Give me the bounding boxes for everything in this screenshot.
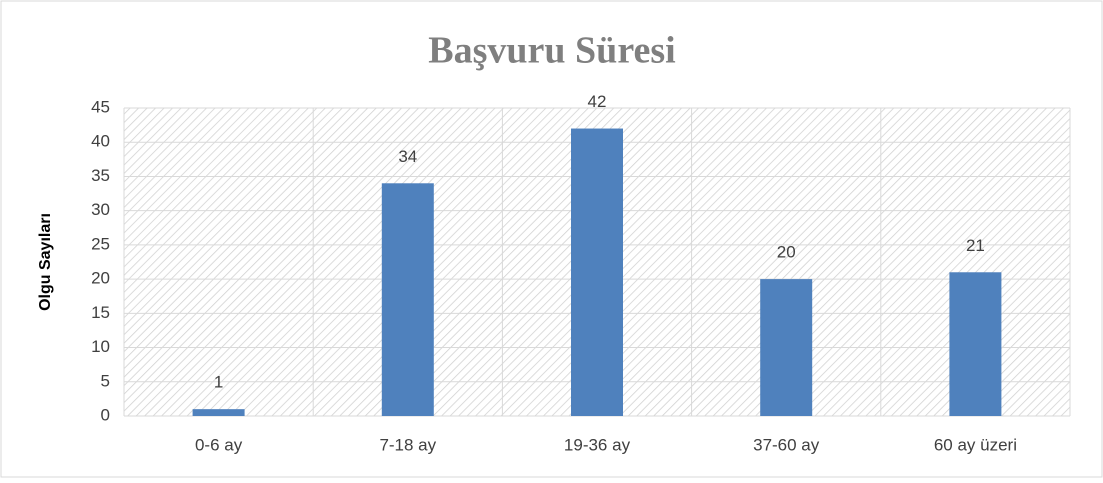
y-tick-label: 40 bbox=[91, 132, 110, 151]
y-axis-label: Olgu Sayıları bbox=[37, 213, 54, 311]
y-tick-label: 0 bbox=[101, 405, 110, 424]
data-label: 1 bbox=[214, 373, 223, 392]
data-label: 20 bbox=[777, 243, 796, 262]
y-tick-label: 20 bbox=[91, 269, 110, 288]
bar bbox=[571, 128, 623, 417]
y-tick-label: 30 bbox=[91, 200, 110, 219]
y-tick-label: 5 bbox=[101, 371, 110, 390]
y-tick-label: 45 bbox=[91, 97, 110, 116]
chart-title: Başvuru Süresi bbox=[428, 30, 675, 72]
bar bbox=[760, 279, 813, 416]
y-tick-label: 25 bbox=[91, 234, 110, 253]
x-tick-label: 60 ay üzeri bbox=[934, 435, 1017, 454]
y-tick-label: 10 bbox=[91, 337, 110, 356]
y-tick-label: 15 bbox=[91, 303, 110, 322]
bar bbox=[381, 183, 434, 416]
x-tick-label: 7-18 ay bbox=[379, 435, 436, 454]
x-tick-label: 37-60 ay bbox=[753, 435, 820, 454]
data-label: 42 bbox=[588, 92, 607, 111]
x-tick-label: 19-36 ay bbox=[564, 435, 631, 454]
data-label: 21 bbox=[966, 236, 985, 255]
y-tick-label: 35 bbox=[91, 166, 110, 185]
x-tick-label: 0-6 ay bbox=[195, 435, 243, 454]
data-label: 34 bbox=[398, 147, 417, 166]
bar bbox=[949, 272, 1002, 416]
bar bbox=[192, 409, 245, 416]
